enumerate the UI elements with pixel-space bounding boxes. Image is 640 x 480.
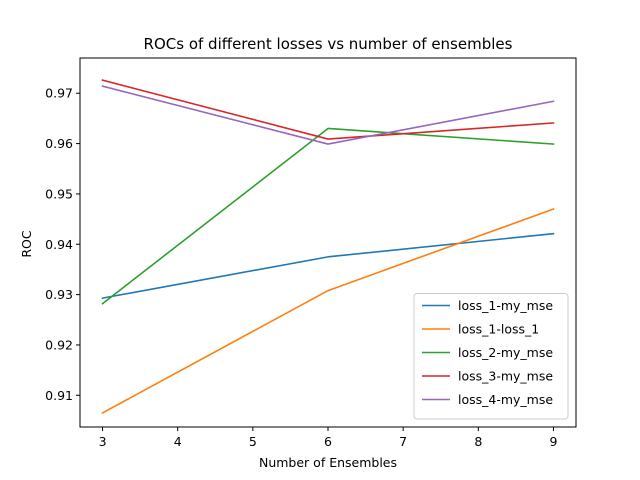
x-tick-label: 7 — [399, 434, 407, 449]
y-axis-ticks: 0.91 0.92 0.93 0.94 0.95 0.96 0.97 — [45, 86, 80, 403]
x-tick-label: 8 — [474, 434, 482, 449]
y-tick-label: 0.96 — [45, 136, 73, 151]
y-axis-label: ROC — [19, 230, 34, 258]
legend-label: loss_1-loss_1 — [458, 322, 539, 337]
x-tick-label: 3 — [99, 434, 107, 449]
series-line-loss_1-my_mse — [101, 232, 555, 300]
series-line-loss_3-my_mse — [101, 79, 555, 140]
y-tick-label: 0.95 — [45, 186, 73, 201]
series-line-loss_4-my_mse — [101, 85, 555, 145]
chart-title: ROCs of different losses vs number of en… — [144, 35, 513, 53]
y-tick-label: 0.97 — [45, 86, 73, 101]
legend-label: loss_1-my_mse — [458, 298, 553, 313]
series-line-loss_2-my_mse — [101, 127, 555, 305]
legend: loss_1-my_mse loss_1-loss_1 loss_2-my_msel… — [413, 293, 569, 420]
y-tick-label: 0.91 — [45, 388, 73, 403]
legend-label: loss_2-my_mse — [458, 345, 553, 360]
plot-frame — [79, 57, 577, 428]
legend-box — [413, 293, 569, 420]
x-axis-ticks: 3 4 5 6 7 8 9 — [99, 427, 557, 449]
plot-lines — [101, 79, 555, 414]
x-tick-label: 6 — [324, 434, 332, 449]
x-tick-label: 9 — [549, 434, 557, 449]
x-tick-label: 5 — [249, 434, 257, 449]
x-tick-label: 4 — [174, 434, 182, 449]
y-tick-label: 0.93 — [45, 287, 73, 302]
y-tick-label: 0.92 — [45, 337, 73, 352]
legend-label: loss_4-my_mse — [458, 392, 553, 407]
y-tick-label: 0.94 — [45, 237, 73, 252]
series-line-loss_1-loss_1 — [101, 207, 555, 414]
legend-label: loss_3-my_mse — [458, 369, 553, 384]
x-axis-label: Number of Ensembles — [259, 455, 397, 470]
